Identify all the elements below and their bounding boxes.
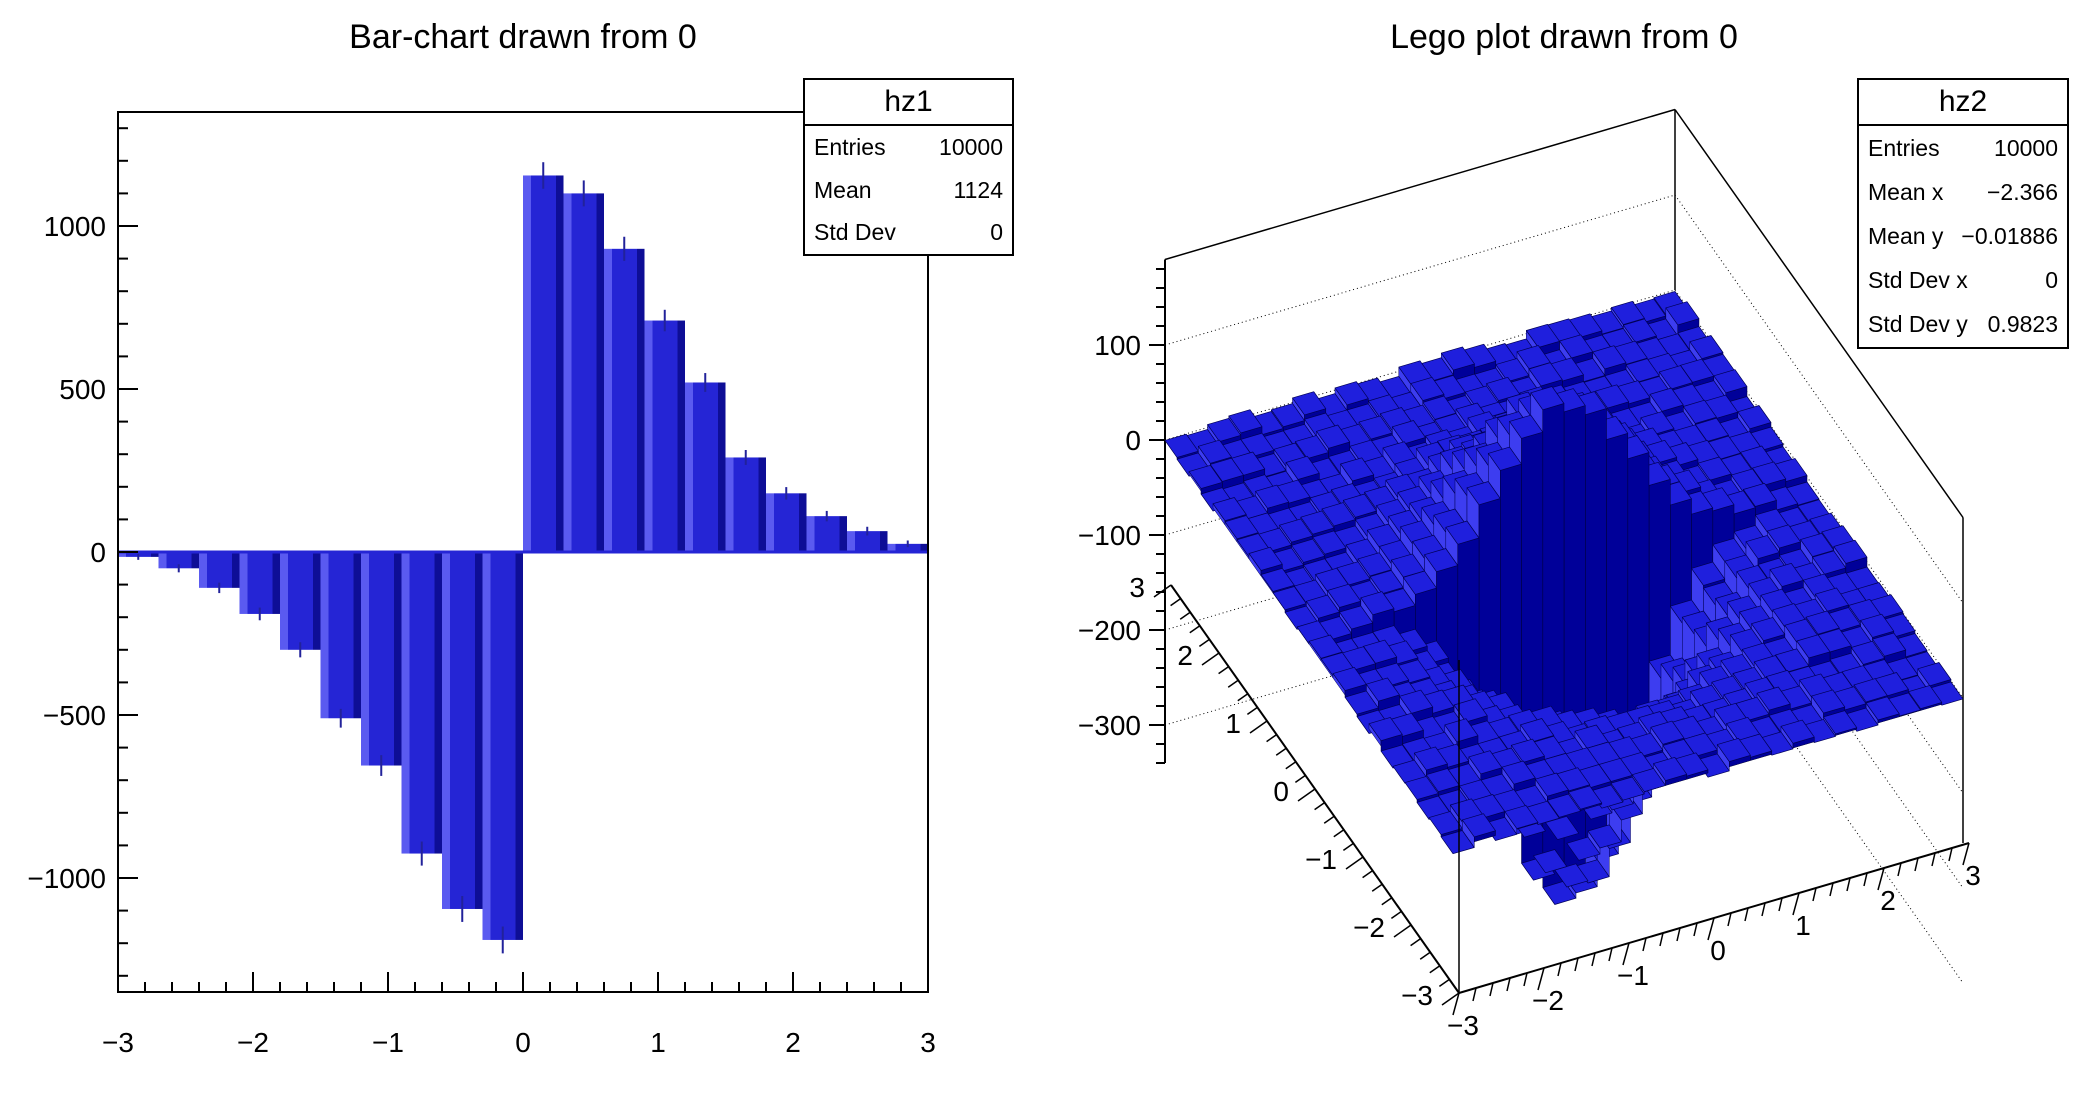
stats-row: Std Dev 0 [805,211,1012,254]
svg-text:−2: −2 [237,1027,269,1058]
stats-row: Entries 10000 [805,126,1012,169]
stats-title: hz2 [1859,80,2067,126]
stats-value: 0.9823 [1987,311,2058,338]
svg-text:2: 2 [785,1027,801,1058]
stats-label: Entries [814,133,886,160]
svg-text:0: 0 [515,1027,531,1058]
svg-text:0: 0 [1125,425,1141,456]
stats-label: Entries [1868,134,1940,161]
svg-text:−3: −3 [102,1027,134,1058]
stats-value: 10000 [1994,134,2058,161]
stats-value: 0 [990,219,1003,246]
svg-text:0: 0 [1710,935,1726,966]
svg-text:1: 1 [650,1027,666,1058]
svg-text:3: 3 [1129,572,1145,603]
svg-text:1: 1 [1795,910,1811,941]
stats-row: Std Dev y 0.9823 [1859,303,2067,347]
svg-text:−200: −200 [1078,615,1141,646]
stats-row: Std Dev x 0 [1859,259,2067,303]
bar-chart-canvas: −3 −2 −1 0 1 2 3 1000 500 0 −500 −1000 [27,111,936,1058]
stats-row: Mean 1124 [805,169,1012,212]
stats-label: Mean x [1868,178,1944,205]
stats-row: Mean y −0.01886 [1859,214,2067,258]
svg-text:−3: −3 [1447,1010,1479,1041]
stats-label: Std Dev [814,219,896,246]
svg-text:−500: −500 [43,700,106,731]
svg-text:−1: −1 [372,1027,404,1058]
svg-text:100: 100 [1094,330,1141,361]
stats-value: 0 [2045,267,2058,294]
svg-text:2: 2 [1177,640,1193,671]
stats-label: Mean y [1868,223,1944,249]
svg-text:500: 500 [59,374,106,405]
lego-plot-panel: 100 0 −100 −200 −300 −3 −2 −1 0 1 2 3 3 2 1 0 −1 −2 −3 Leg… [1044,0,2088,1116]
chart-title: Bar-chart drawn from 0 [349,18,697,56]
stats-label: Mean [814,176,872,203]
stats-value: −0.01886 [1961,223,2058,249]
svg-text:0: 0 [1273,776,1289,807]
stats-value: 1124 [953,176,1003,203]
stats-label: Std Dev y [1868,311,1968,338]
stats-value: 10000 [939,133,1003,160]
stats-box-hz1: hz1 Entries 10000 Mean 1124 Std Dev 0 [803,78,1014,256]
stats-title: hz1 [805,80,1012,126]
svg-text:1: 1 [1225,708,1241,739]
stats-value: −2.366 [1987,178,2058,205]
lego-plot-canvas: 100 0 −100 −200 −300 −3 −2 −1 0 1 2 3 3 2 1 0 −1 −2 −3 [1078,108,1981,1041]
stats-box-hz2: hz2 Entries 10000 Mean x −2.366 Mean y −0.0188… [1857,78,2069,349]
svg-text:3: 3 [1965,860,1981,891]
stats-label: Std Dev x [1868,267,1968,294]
svg-text:−3: −3 [1401,980,1433,1011]
chart-title: Lego plot drawn from 0 [1390,18,1738,56]
svg-text:0: 0 [90,537,106,568]
svg-text:−1: −1 [1617,960,1649,991]
svg-text:−1000: −1000 [27,863,106,894]
stats-row: Mean x −2.366 [1859,170,2067,214]
bar-chart-panel: −3 −2 −1 0 1 2 3 1000 500 0 −500 −1000 Bar-chart dr… [27,18,1014,1058]
svg-text:−2: −2 [1532,985,1564,1016]
svg-text:−100: −100 [1078,520,1141,551]
svg-text:−2: −2 [1353,912,1385,943]
svg-text:3: 3 [920,1027,936,1058]
svg-text:1000: 1000 [44,211,106,242]
svg-text:−300: −300 [1078,710,1141,741]
stats-row: Entries 10000 [1859,126,2067,170]
svg-text:−1: −1 [1305,844,1337,875]
svg-text:2: 2 [1880,885,1896,916]
